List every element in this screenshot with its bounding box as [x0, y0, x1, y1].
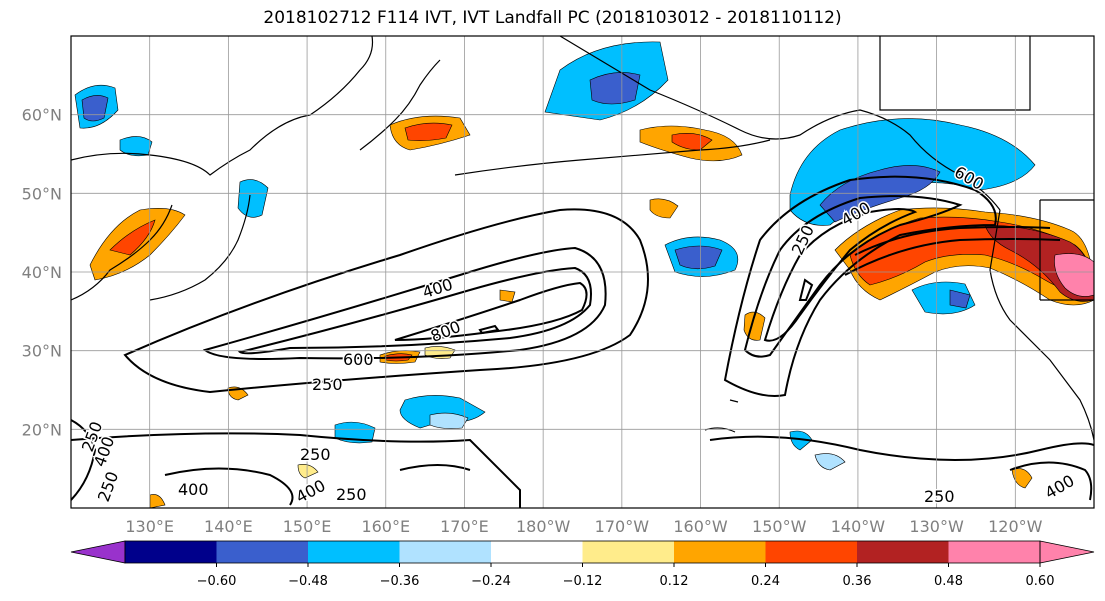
border-na — [1039, 199, 1094, 301]
ivt-contour-250 — [71, 432, 521, 508]
colorbar-tick-label: −0.60 — [197, 574, 237, 589]
negative-anomaly-region — [237, 179, 269, 218]
longitude-label: 150°W — [752, 517, 807, 536]
positive-anomaly-region — [1011, 468, 1033, 489]
colorbar-extend-high — [1039, 540, 1095, 564]
longitude-label: 140°E — [204, 517, 253, 536]
ivt-contour-400 — [1009, 461, 1093, 501]
colorbar-tick-label: −0.12 — [563, 574, 603, 589]
negative-anomaly-region — [589, 72, 641, 105]
coastline-aleutians — [454, 139, 771, 176]
positive-anomaly-region — [109, 219, 156, 256]
ivt-contour-800 — [798, 278, 814, 301]
colorbar-tick-label: −0.24 — [471, 574, 511, 589]
map-gridlines — [71, 36, 1094, 508]
latitude-label: 20°N — [22, 420, 62, 439]
negative-anomaly-region — [674, 245, 723, 270]
colorbar-segment — [582, 541, 675, 563]
ivt-contour-250 — [123, 208, 649, 394]
latitude-labels: 20°N 30°N 40°N 50°N 60°N — [22, 106, 62, 440]
map-title: 2018102712 F114 IVT, IVT Landfall PC (20… — [263, 8, 842, 28]
longitude-labels: 130°E 140°E 150°E 160°E 170°E 180°W 170°W 160°W… — [125, 517, 1042, 536]
longitude-label: 140°W — [831, 517, 886, 536]
longitude-label: 130°E — [125, 517, 174, 536]
latitude-label: 40°N — [22, 263, 62, 282]
longitude-label: 180°W — [516, 517, 571, 536]
negative-anomaly-region — [819, 165, 941, 223]
contour-label: 250 — [300, 445, 331, 464]
coastline-na-west — [989, 209, 1094, 441]
positive-anomaly-region — [149, 494, 166, 508]
colorbar-tick-label: 0.48 — [934, 574, 963, 589]
colorbar-segment — [857, 541, 949, 563]
positive-anomaly-region — [649, 198, 679, 219]
negative-anomaly-region — [429, 412, 469, 429]
contour-label: 250 — [924, 487, 955, 506]
ivt-contour-600 — [763, 208, 918, 342]
colorbar-tick-label: −0.48 — [288, 574, 328, 589]
longitude-label: 120°W — [988, 517, 1043, 536]
ivt-contour-600 — [237, 266, 592, 355]
contour-label: 250 — [312, 375, 343, 394]
longitude-label: 150°E — [283, 517, 332, 536]
latitude-label: 30°N — [22, 342, 62, 361]
positive-anomaly-region — [1054, 253, 1094, 297]
contour-label: 250 — [336, 485, 367, 504]
coastline-alaska-north — [879, 36, 1031, 111]
colorbar-tick-label: 0.36 — [843, 574, 872, 589]
colorbar-segment — [399, 541, 492, 563]
longitude-label: 160°W — [673, 517, 728, 536]
negative-anomaly-region — [334, 421, 376, 444]
colorbar: −0.60 −0.48 −0.36 −0.24 −0.12 0.12 0.24 0.36 0.4… — [70, 540, 1095, 589]
ivt-contour-400 — [202, 246, 607, 360]
longitude-label: 160°E — [361, 517, 410, 536]
coastline-kamchatka — [359, 59, 441, 151]
negative-anomaly-region — [949, 289, 971, 309]
colorbar-segment — [948, 541, 1041, 563]
ivt-contour-800 — [478, 324, 500, 335]
ivt-contour-250 — [723, 175, 997, 397]
negative-anomaly-region — [789, 430, 813, 451]
longitude-label: 130°W — [909, 517, 964, 536]
colorbar-tick-label: 0.60 — [1026, 574, 1055, 589]
contour-label: 600 — [343, 350, 374, 369]
coastline-alaska — [559, 36, 1001, 211]
colorbar-segment — [491, 541, 583, 563]
longitude-label: 170°E — [440, 517, 489, 536]
colorbar-tick-label: −0.36 — [380, 574, 420, 589]
colorbar-tick-label: 0.12 — [660, 574, 689, 589]
negative-anomaly-region — [814, 453, 846, 471]
longitude-label: 170°W — [595, 517, 650, 536]
coastline-japan — [149, 194, 251, 301]
ivt-pc-shading — [74, 41, 1094, 508]
ivt-contours — [71, 175, 1094, 508]
colorbar-tick-label: 0.24 — [751, 574, 780, 589]
colorbar-segment — [674, 541, 766, 563]
coastline-asia — [71, 204, 173, 301]
ivt-contour-250 — [709, 435, 1094, 461]
colorbar-segment — [216, 541, 309, 563]
latitude-label: 50°N — [22, 184, 62, 203]
positive-anomaly-region — [297, 464, 319, 479]
positive-anomaly-region — [404, 122, 453, 141]
colorbar-segment — [765, 541, 858, 563]
colorbar-segment — [308, 541, 400, 563]
colorbar-segment — [125, 541, 217, 563]
ivt-jet-line — [844, 226, 1061, 276]
colorbar-extend-low — [70, 540, 126, 564]
contour-label: 400 — [178, 480, 209, 499]
ivt-contour-400 — [71, 419, 97, 501]
positive-anomaly-region — [499, 289, 516, 303]
ivt-contour-800 — [394, 281, 588, 341]
map-border — [70, 35, 1095, 509]
latitude-label: 60°N — [22, 106, 62, 125]
negative-anomaly-region — [81, 95, 109, 122]
